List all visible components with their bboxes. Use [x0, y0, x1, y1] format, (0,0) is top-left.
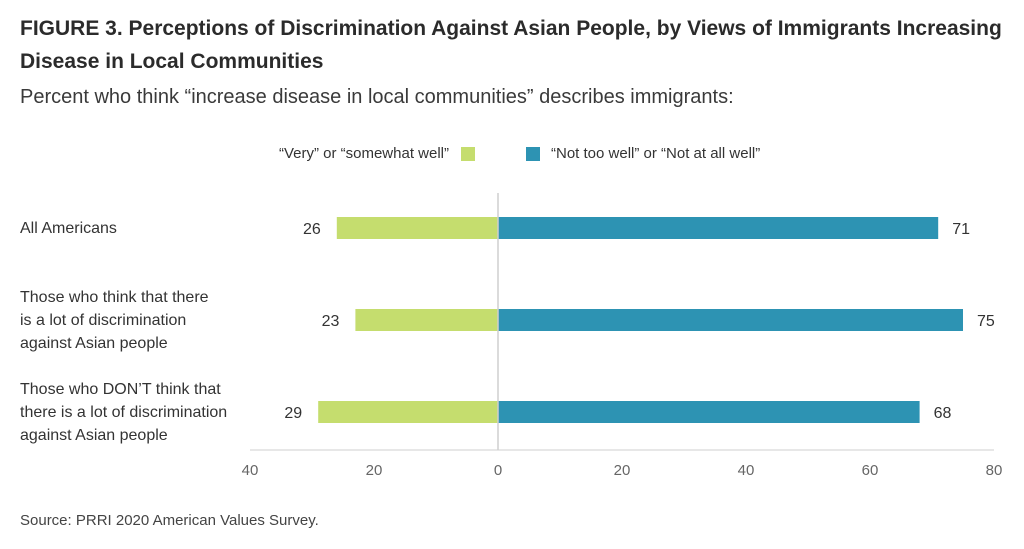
legend-label-agree: “Very” or “somewhat well”	[278, 145, 449, 162]
x-tick-label-1: 20	[366, 462, 383, 479]
category-label-1-line-0: Those who think that there	[20, 289, 209, 306]
source-note: Source: PRRI 2020 American Values Survey…	[20, 512, 319, 529]
value-label-agree-0: 26	[303, 221, 321, 238]
x-tick-label-3: 20	[614, 462, 631, 479]
bar-agree-0	[336, 217, 498, 239]
x-tick-label-2: 0	[494, 462, 502, 479]
category-label-1-line-1: is a lot of discrimination	[20, 312, 186, 329]
value-label-disagree-1: 75	[977, 313, 995, 330]
x-tick-label-4: 40	[738, 462, 755, 479]
chart-subtitle: Percent who think “increase disease in l…	[20, 86, 734, 108]
category-label-2-line-2: against Asian people	[20, 427, 168, 444]
value-label-disagree-0: 71	[952, 221, 970, 238]
chart-legend: “Very” or “somewhat well” “Not too well”…	[0, 143, 1024, 165]
legend-swatch-agree	[461, 147, 475, 161]
value-label-agree-2: 29	[284, 405, 302, 422]
bar-disagree-1	[498, 309, 963, 331]
value-label-disagree-2: 68	[934, 405, 952, 422]
bar-agree-1	[355, 309, 498, 331]
x-tick-label-5: 60	[862, 462, 879, 479]
legend-swatch-disagree	[526, 147, 540, 161]
bar-agree-2	[318, 401, 498, 423]
bar-disagree-0	[498, 217, 939, 239]
legend-label-disagree: “Not too well” or “Not at all well”	[551, 145, 761, 162]
x-tick-label-0: 40	[242, 462, 259, 479]
category-label-2-line-1: there is a lot of discrimination	[20, 404, 227, 421]
category-label-0-line-0: All Americans	[20, 220, 117, 237]
chart-title: FIGURE 3. Perceptions of Discrimination …	[20, 17, 1002, 73]
value-label-agree-1: 23	[322, 313, 340, 330]
bar-disagree-2	[498, 401, 920, 423]
x-tick-label-6: 80	[986, 462, 1003, 479]
category-label-1-line-2: against Asian people	[20, 335, 168, 352]
category-label-2-line-0: Those who DON’T think that	[20, 381, 221, 398]
